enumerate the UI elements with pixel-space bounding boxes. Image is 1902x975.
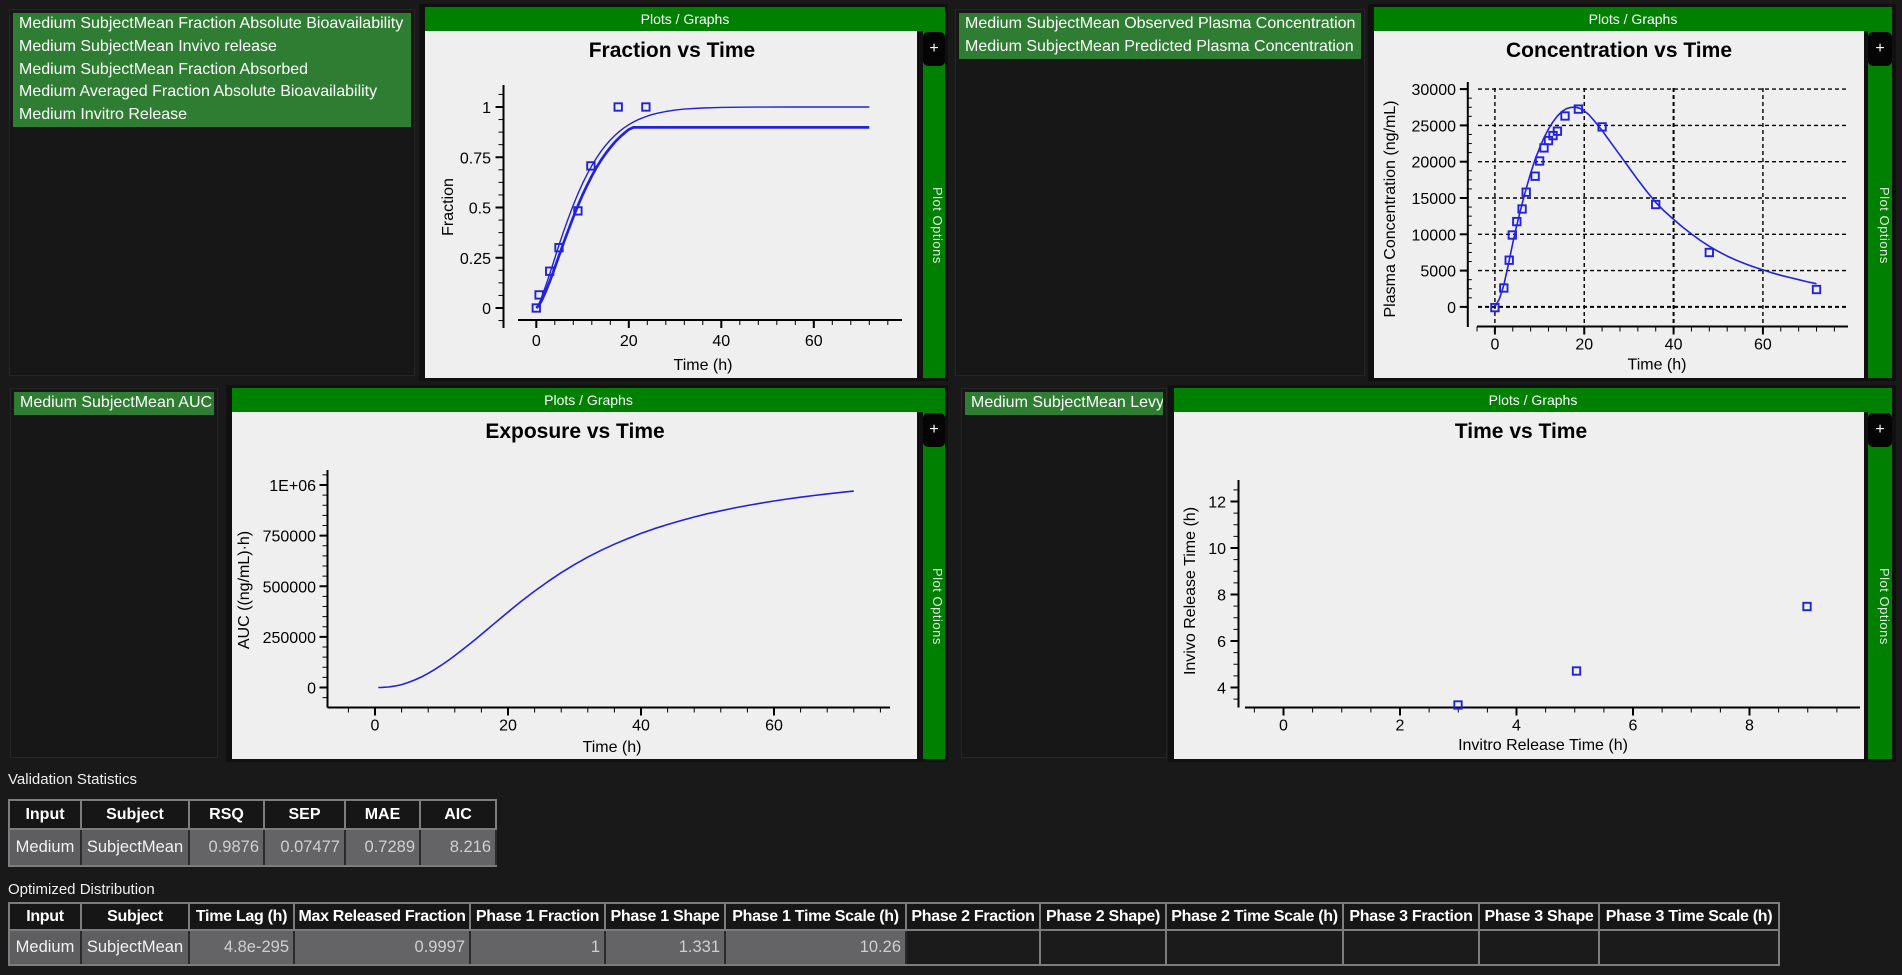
svg-text:4: 4 [1217,681,1226,698]
svg-text:10000: 10000 [1412,227,1457,244]
svg-text:Plasma Concentration (ng/mL): Plasma Concentration (ng/mL) [1382,101,1399,318]
svg-text:0.5: 0.5 [469,201,491,218]
svg-text:60: 60 [1754,337,1772,354]
svg-text:4: 4 [1512,718,1521,735]
svg-text:8: 8 [1745,718,1754,735]
svg-text:40: 40 [712,333,730,350]
svg-text:0: 0 [307,681,316,698]
svg-text:60: 60 [765,718,783,735]
svg-text:0: 0 [482,301,491,318]
svg-text:20000: 20000 [1412,155,1457,172]
svg-text:0: 0 [1490,337,1499,354]
svg-text:1E+06: 1E+06 [269,478,316,495]
svg-text:40: 40 [632,718,650,735]
svg-text:Concentration vs Time: Concentration vs Time [1506,39,1732,62]
svg-text:6: 6 [1629,718,1638,735]
svg-text:500000: 500000 [263,579,316,596]
svg-text:Time vs Time: Time vs Time [1455,420,1587,443]
svg-text:10: 10 [1208,541,1226,558]
svg-text:60: 60 [805,333,823,350]
svg-text:40: 40 [1665,337,1683,354]
svg-text:Time (h): Time (h) [1628,357,1687,374]
svg-text:Fraction vs Time: Fraction vs Time [589,39,756,62]
svg-text:6: 6 [1217,634,1226,651]
svg-text:5000: 5000 [1420,264,1456,281]
svg-text:0: 0 [371,718,380,735]
svg-text:0.75: 0.75 [460,150,491,167]
svg-text:AUC ((ng/mL)·h): AUC ((ng/mL)·h) [236,531,253,649]
svg-text:0.25: 0.25 [460,251,491,268]
svg-text:30000: 30000 [1412,82,1457,99]
svg-text:12: 12 [1208,495,1226,512]
svg-text:15000: 15000 [1412,191,1457,208]
svg-text:20: 20 [620,333,638,350]
svg-text:750000: 750000 [263,529,316,546]
svg-text:Time (h): Time (h) [674,357,733,374]
svg-text:Invivo Release Time (h): Invivo Release Time (h) [1182,507,1199,675]
svg-text:2: 2 [1396,718,1405,735]
svg-text:1: 1 [482,100,491,117]
svg-text:Exposure vs Time: Exposure vs Time [485,420,664,443]
svg-text:250000: 250000 [263,630,316,647]
svg-text:20: 20 [1575,337,1593,354]
svg-text:0: 0 [532,333,541,350]
svg-text:0: 0 [1279,718,1288,735]
svg-text:Fraction: Fraction [440,178,457,236]
svg-text:Invitro Release Time (h): Invitro Release Time (h) [1458,737,1628,754]
svg-text:0: 0 [1447,300,1456,317]
svg-text:8: 8 [1217,588,1226,605]
svg-text:25000: 25000 [1412,118,1457,135]
svg-text:20: 20 [499,718,517,735]
svg-text:Time (h): Time (h) [583,739,642,756]
